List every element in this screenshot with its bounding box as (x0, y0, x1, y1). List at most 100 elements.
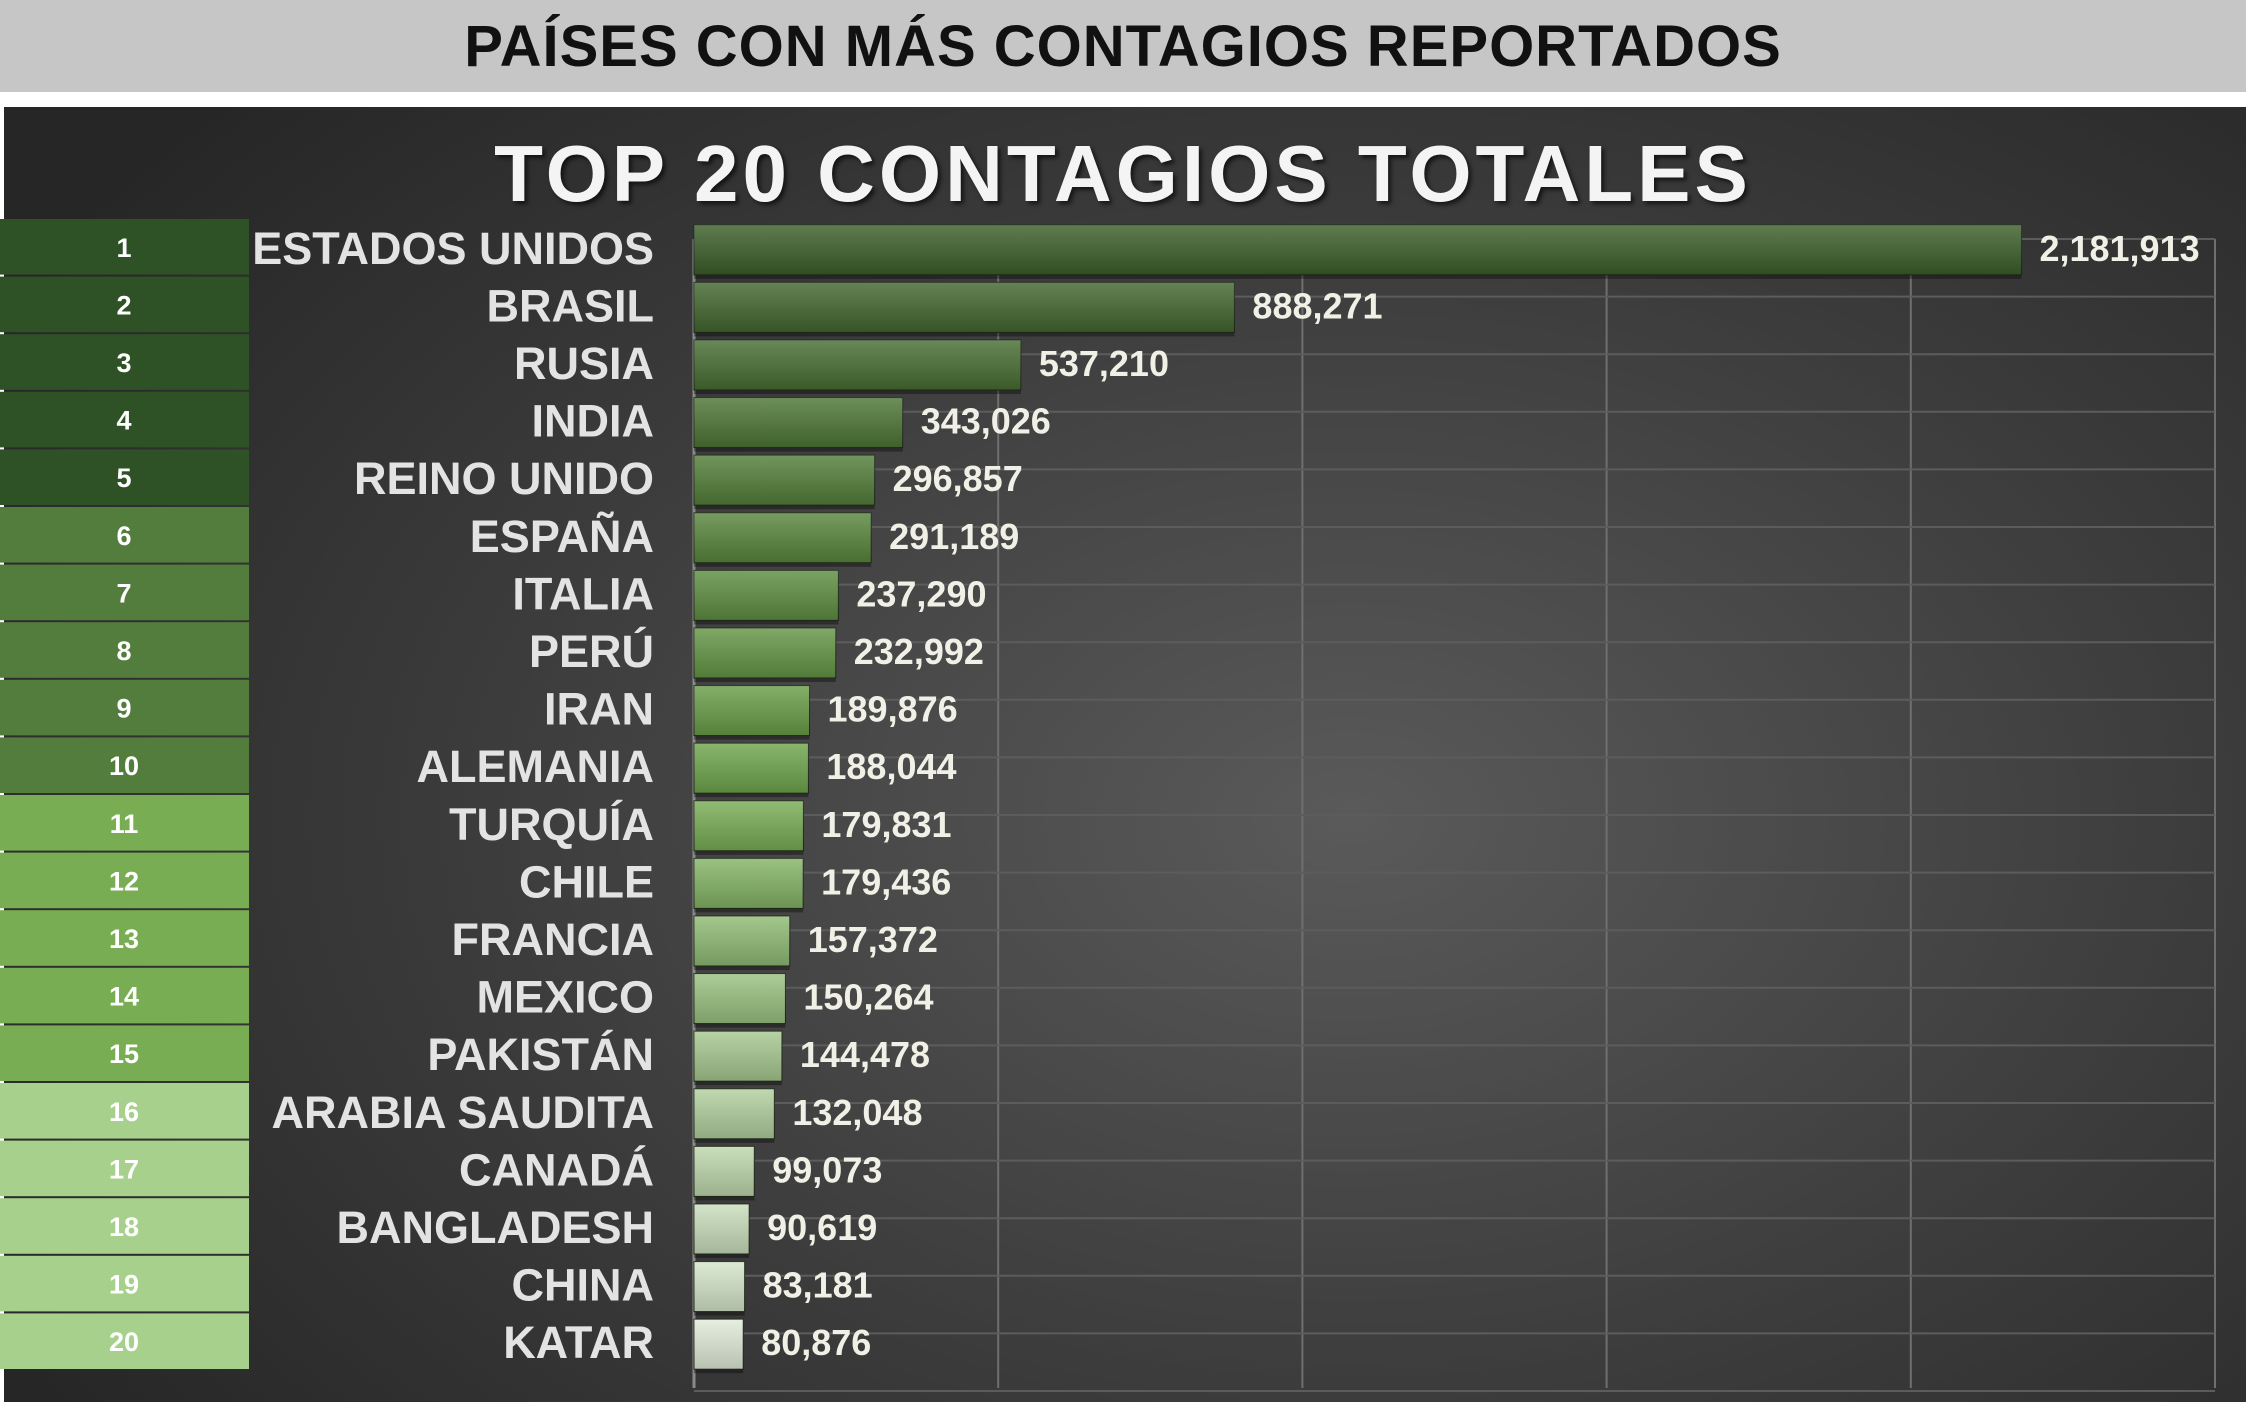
country-label: INDIA (532, 396, 655, 447)
bar-highlight (694, 455, 875, 506)
bar-highlight (694, 685, 810, 736)
rank-cell (0, 276, 249, 333)
country-label: CHILE (519, 856, 654, 907)
rank-cell (0, 1198, 249, 1254)
value-label: 2,181,913 (2039, 228, 2199, 269)
value-label: 150,264 (803, 977, 933, 1018)
rank-cell (0, 1255, 249, 1312)
bars (693, 224, 2022, 1374)
bar-highlight (694, 282, 1235, 333)
value-label: 537,210 (1039, 343, 1169, 384)
country-label: RUSIA (514, 338, 654, 389)
chart-title: TOP 20 CONTAGIOS TOTALES (494, 129, 1752, 218)
bar-highlight (694, 1319, 744, 1370)
country-label: KATAR (503, 1317, 654, 1368)
rank-number: 14 (109, 982, 139, 1012)
value-label: 90,619 (767, 1207, 877, 1248)
value-label: 189,876 (828, 689, 958, 730)
rank-number: 3 (116, 348, 131, 378)
rank-cell (0, 967, 249, 1024)
value-label: 291,189 (889, 516, 1019, 557)
rank-cell (0, 391, 249, 448)
rank-cell (0, 622, 249, 678)
country-label: TURQUÍA (449, 799, 654, 850)
bar-highlight (694, 1261, 745, 1312)
value-label: 232,992 (854, 631, 984, 672)
bar-highlight (694, 858, 804, 909)
rank-cell (0, 507, 249, 563)
rank-cell (0, 1025, 249, 1081)
header-bar: PAÍSES CON MÁS CONTAGIOS REPORTADOS (0, 0, 2246, 92)
bar-highlight (694, 397, 903, 448)
rank-number: 8 (116, 636, 131, 666)
bar-highlight (694, 628, 836, 678)
bar-highlight (694, 916, 790, 966)
country-label: CHINA (512, 1260, 655, 1311)
country-label: ARABIA SAUDITA (272, 1087, 654, 1138)
rank-number: 15 (109, 1039, 139, 1069)
rank-number: 4 (116, 406, 131, 436)
rank-number: 5 (116, 463, 131, 493)
rank-cell (0, 737, 249, 793)
rank-cell (0, 852, 249, 909)
bar-highlight (694, 743, 809, 794)
value-label: 80,876 (761, 1322, 871, 1363)
country-label: CANADÁ (459, 1144, 654, 1195)
rank-cell (0, 449, 249, 505)
value-label: 132,048 (792, 1092, 922, 1133)
rank-number: 20 (109, 1327, 139, 1357)
rank-number: 11 (110, 809, 139, 839)
value-label: 296,857 (893, 458, 1023, 499)
rank-cell (0, 219, 249, 275)
rank-number: 16 (109, 1097, 139, 1127)
country-label: ITALIA (512, 568, 654, 619)
rank-cell (0, 795, 249, 851)
value-labels: 2,181,913 888,271 537,210 343,026 296,857 291… (761, 228, 2199, 1363)
country-label: ESTADOS UNIDOS (252, 223, 654, 274)
value-label: 179,831 (821, 804, 951, 845)
value-label: 188,044 (826, 746, 956, 787)
rank-cell (0, 564, 249, 621)
country-label: ESPAÑA (470, 511, 654, 562)
rank-cell (0, 1083, 249, 1139)
bar-highlight (694, 570, 839, 621)
value-label: 888,271 (1252, 285, 1382, 326)
grid-lines (692, 238, 2216, 1392)
bar-highlight (694, 340, 1021, 390)
value-label: 83,181 (763, 1265, 873, 1306)
page-title: PAÍSES CON MÁS CONTAGIOS REPORTADOS (464, 13, 1782, 79)
country-label: PERÚ (529, 626, 654, 677)
bar-highlight (694, 224, 2022, 275)
country-label: IRAN (544, 684, 654, 735)
rank-cell (0, 334, 249, 390)
value-label: 343,026 (921, 401, 1051, 442)
rank-number: 9 (116, 694, 131, 724)
bar-highlight (694, 1088, 775, 1139)
country-label: BANGLADESH (336, 1202, 654, 1253)
bar-highlight (694, 973, 786, 1024)
country-label: PAKISTÁN (427, 1029, 654, 1080)
value-label: 157,372 (808, 919, 938, 960)
rank-cell (0, 1313, 249, 1369)
value-label: 99,073 (772, 1149, 882, 1190)
country-label: FRANCIA (452, 914, 654, 965)
bar-highlight (694, 1146, 755, 1197)
rank-cell (0, 679, 249, 736)
country-label: MEXICO (476, 972, 654, 1023)
country-label: ALEMANIA (417, 741, 654, 792)
rank-cell (0, 1140, 249, 1197)
rank-number: 17 (109, 1154, 139, 1184)
rank-number: 12 (109, 866, 139, 896)
rank-number: 19 (109, 1270, 139, 1300)
value-label: 237,290 (856, 573, 986, 614)
rank-number: 10 (109, 751, 139, 781)
country-labels: ESTADOS UNIDOS BRASIL RUSIA INDIA REINO UNID… (252, 223, 654, 1368)
value-label: 144,478 (800, 1034, 930, 1075)
rank-number: 13 (109, 924, 139, 954)
rank-number: 7 (116, 578, 131, 608)
country-label: BRASIL (487, 280, 655, 331)
country-label: REINO UNIDO (354, 453, 654, 504)
bar-highlight (694, 512, 872, 563)
